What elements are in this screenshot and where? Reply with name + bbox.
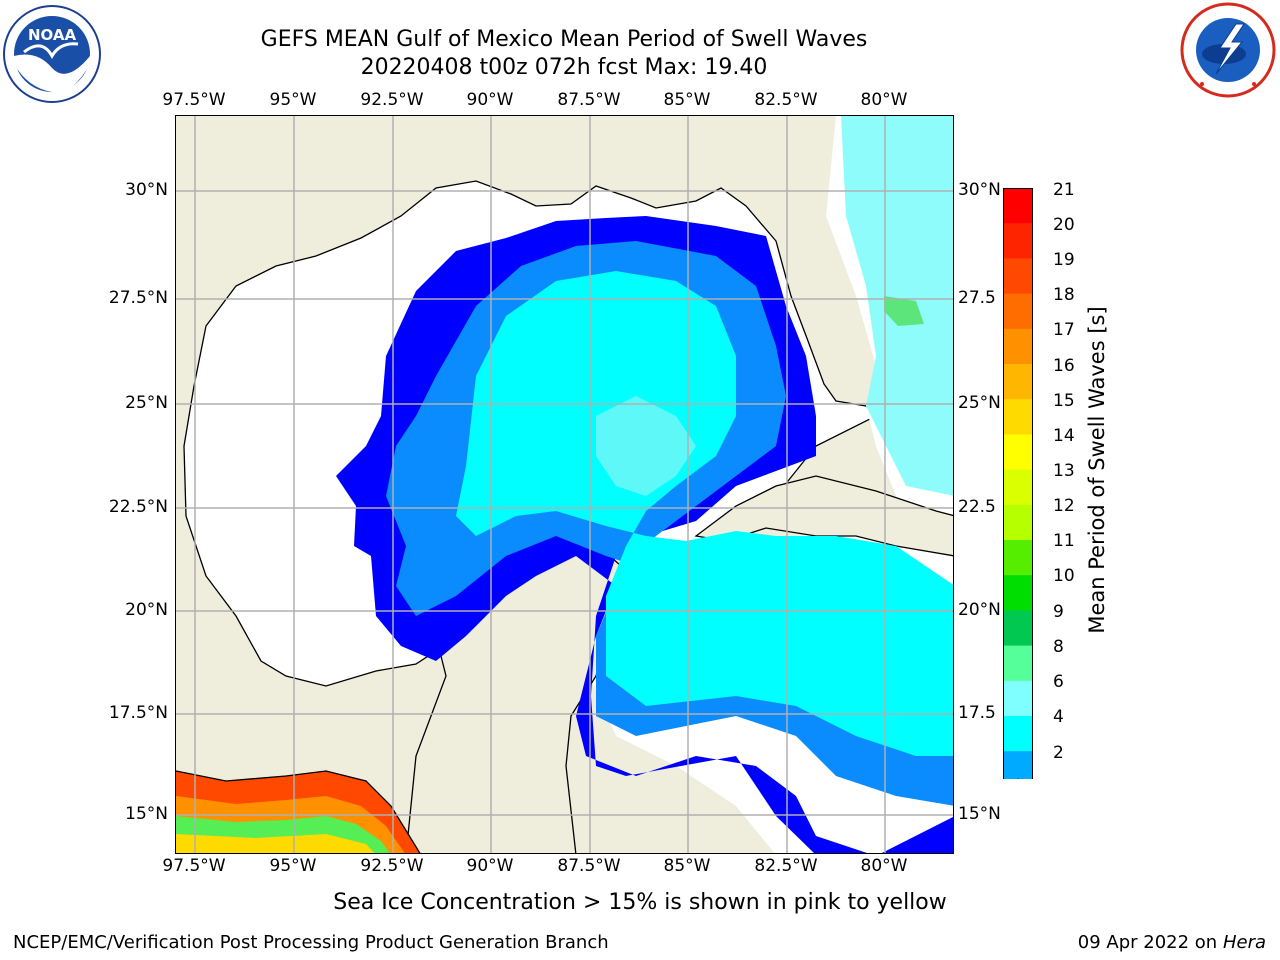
colorbar-segment (1003, 399, 1033, 435)
lat-label-left: 25°N (125, 393, 168, 413)
colorbar-segment (1003, 716, 1033, 752)
lon-label-bottom: 87.5°W (557, 856, 621, 876)
lon-label-top: 92.5°W (360, 90, 424, 110)
lat-label-right: 17.5 (958, 703, 996, 723)
noaa-logo: NOAA (3, 5, 101, 103)
lon-label-top: 95°W (269, 90, 317, 110)
lon-label-bottom: 95°W (269, 856, 317, 876)
footer-host: Hera (1222, 932, 1266, 953)
footer-credit: NCEP/EMC/Verification Post Processing Pr… (13, 932, 609, 953)
lat-label-left: 22.5°N (108, 497, 168, 517)
lat-label-right: 22.5 (958, 497, 996, 517)
colorbar-tick: 15 (1053, 391, 1075, 411)
lon-label-top: 90°W (466, 90, 514, 110)
lat-label-right: 27.5 (958, 288, 996, 308)
colorbar-segment (1003, 258, 1033, 295)
colorbar-frame (1003, 188, 1033, 779)
colorbar-tick: 14 (1053, 426, 1075, 446)
colorbar-segment (1003, 610, 1033, 647)
swell-field-8-9s (596, 396, 696, 496)
colorbar-segment (1003, 188, 1033, 224)
chart-subtitle: 20220408 t00z 072h fcst Max: 19.40 (360, 55, 768, 80)
colorbar-segment (1003, 504, 1033, 541)
colorbar (1003, 188, 1033, 779)
colorbar-tick: 19 (1053, 250, 1075, 270)
colorbar-tick: 21 (1053, 180, 1075, 200)
lon-label-top: 97.5°W (162, 90, 226, 110)
lon-label-top: 82.5°W (754, 90, 818, 110)
lat-label-left: 20°N (125, 600, 168, 620)
grid-lines (176, 116, 953, 853)
cuba-land (694, 475, 953, 557)
lon-label-top: 80°W (860, 90, 908, 110)
colorbar-tick: 17 (1053, 320, 1075, 340)
lon-label-bottom: 92.5°W (360, 856, 424, 876)
colorbar-segment (1003, 645, 1033, 682)
colorbar-tick: 9 (1053, 602, 1064, 622)
colorbar-tick: 6 (1053, 672, 1064, 692)
lon-label-bottom: 97.5°W (162, 856, 226, 876)
lat-label-right: 30°N (958, 180, 1001, 200)
lat-label-left: 27.5°N (108, 288, 168, 308)
sea-ice-note: Sea Ice Concentration > 15% is shown in … (333, 890, 947, 915)
lat-label-left: 17.5°N (108, 703, 168, 723)
footer-date: 09 Apr 2022 on Hera (1078, 932, 1266, 953)
colorbar-segment (1003, 680, 1033, 717)
lon-label-top: 87.5°W (557, 90, 621, 110)
lon-label-bottom: 85°W (663, 856, 711, 876)
lat-label-right: 25°N (958, 393, 1001, 413)
colorbar-tick: 10 (1053, 566, 1075, 586)
colorbar-segment (1003, 575, 1033, 611)
colorbar-segment (1003, 223, 1033, 259)
swell-field-6-8s (456, 271, 953, 756)
nws-logo (1180, 2, 1276, 98)
lon-label-bottom: 80°W (860, 856, 908, 876)
colorbar-tick: 8 (1053, 637, 1064, 657)
chart-title: GEFS MEAN Gulf of Mexico Mean Period of … (260, 27, 868, 52)
colorbar-segment (1003, 540, 1033, 576)
svg-text:NOAA: NOAA (28, 26, 77, 44)
lat-label-left: 15°N (125, 804, 168, 824)
colorbar-segment (1003, 469, 1033, 506)
colorbar-tick: 11 (1053, 531, 1075, 551)
colorbar-segment (1003, 751, 1033, 779)
lat-label-right: 15°N (958, 804, 1001, 824)
lon-label-bottom: 82.5°W (754, 856, 818, 876)
lat-label-right: 20°N (958, 600, 1001, 620)
lon-label-bottom: 90°W (466, 856, 514, 876)
colorbar-tick: 20 (1053, 215, 1075, 235)
central-america-coast (176, 770, 421, 853)
swell-field-10-11s (884, 296, 924, 326)
colorbar-segment (1003, 328, 1033, 365)
footer-date-text: 09 Apr 2022 on (1077, 932, 1223, 953)
colorbar-label: Mean Period of Swell Waves [s] (1085, 306, 1109, 634)
colorbar-tick: 4 (1053, 707, 1064, 727)
colorbar-segment (1003, 364, 1033, 400)
lat-label-left: 30°N (125, 180, 168, 200)
colorbar-segment (1003, 434, 1033, 471)
map-panel (175, 115, 954, 854)
colorbar-tick: 12 (1053, 496, 1075, 516)
colorbar-tick: 16 (1053, 356, 1075, 376)
colorbar-tick: 18 (1053, 285, 1075, 305)
map-canvas (176, 116, 953, 853)
colorbar-segment (1003, 293, 1033, 330)
lon-label-top: 85°W (663, 90, 711, 110)
colorbar-tick: 13 (1053, 461, 1075, 481)
pacific-band-yellow (176, 834, 375, 853)
colorbar-tick: 2 (1053, 743, 1064, 763)
